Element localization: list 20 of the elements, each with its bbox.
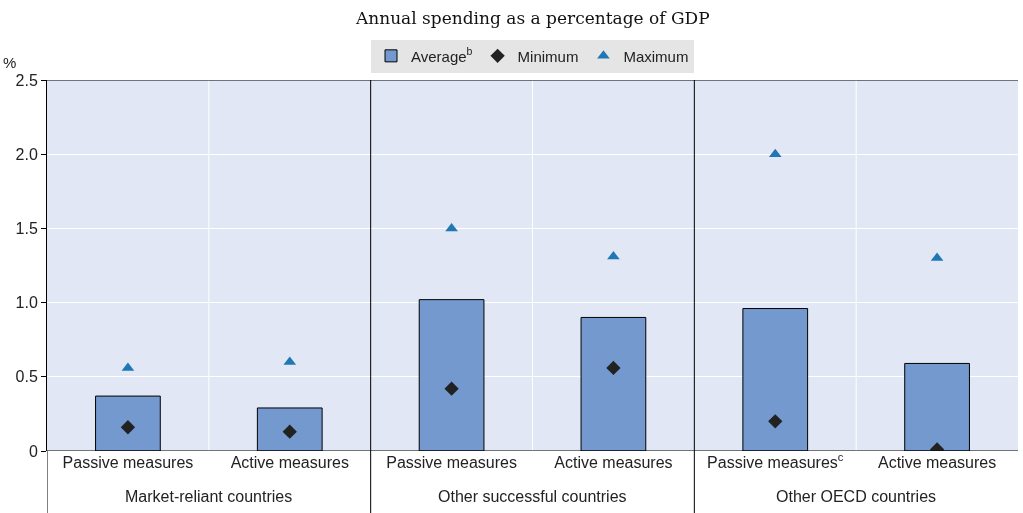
y-tick-label: 1.0 bbox=[15, 294, 38, 312]
y-tick-label: 0.5 bbox=[15, 368, 38, 386]
x-tick-label: Passive measures bbox=[62, 454, 194, 471]
text: Other OECD countries bbox=[776, 488, 937, 505]
x-tick-label: Active measures bbox=[554, 454, 673, 471]
y-tick-label: 2.5 bbox=[15, 71, 38, 89]
text: Market-reliant countries bbox=[125, 488, 293, 505]
legend-label: Average$^{b}$ bbox=[411, 45, 473, 65]
y-tick-label: 0 bbox=[28, 442, 38, 460]
legend-label: Minimum bbox=[517, 47, 579, 65]
y-tick-label: 1.5 bbox=[15, 220, 38, 237]
x-tick-label: Active measures bbox=[877, 454, 997, 471]
x-tick-label: Passive measures bbox=[386, 454, 517, 471]
legend-label: Maximum bbox=[623, 47, 689, 65]
x-tick-label: Active measures bbox=[230, 454, 349, 471]
text: Other successful countries bbox=[438, 488, 627, 505]
y-tick-label: 2.0 bbox=[15, 145, 38, 163]
x-tick-label: Passive measures$^{c}$ bbox=[707, 451, 844, 471]
y-axis-title: % bbox=[3, 54, 17, 71]
chart-subtitle: Annual spending as a percentage of GDP bbox=[355, 8, 710, 28]
